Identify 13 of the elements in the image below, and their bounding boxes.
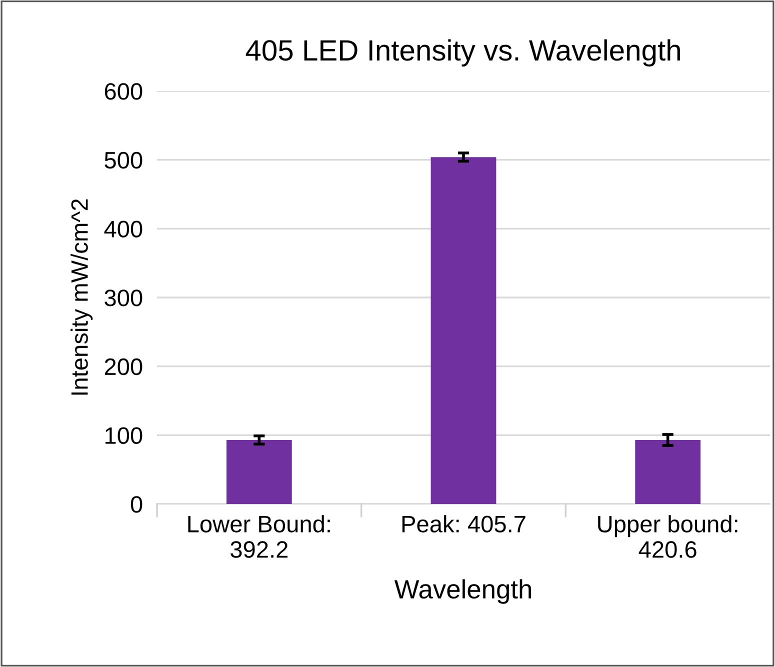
y-tick-label: 0 (130, 496, 142, 513)
x-axis-title: Wavelength (394, 579, 531, 604)
y-tick-label: 500 (104, 152, 142, 169)
y-tick-label: 300 (104, 290, 142, 306)
y-axis-title: Intensity mW/cm^2 (70, 199, 93, 395)
y-tick-label: 100 (106, 427, 142, 444)
y-tick-label: 600 (104, 83, 142, 100)
y-tick-label: 200 (104, 358, 142, 376)
x-tick-label: Peak: 405.7 (402, 515, 526, 532)
x-tick-label: Lower Bound: 392.2 (188, 515, 330, 558)
x-tick-label: Upper bound: 420.6 (598, 515, 738, 558)
chart-title: 405 LED Intensity vs. Wavelength (246, 39, 680, 66)
y-tick-label: 400 (104, 220, 142, 238)
